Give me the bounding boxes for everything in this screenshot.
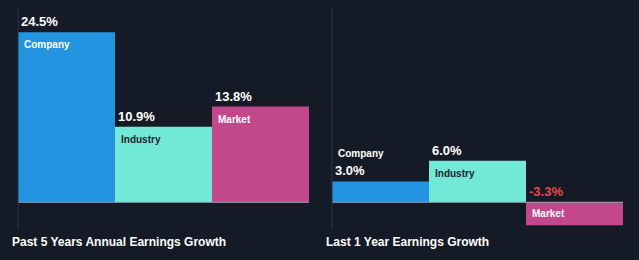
svg-text:Industry: Industry — [435, 168, 475, 179]
svg-text:Market: Market — [532, 208, 565, 219]
svg-text:-3.3%: -3.3% — [529, 184, 563, 199]
html-text:Last 1 Year Earnings Growth: Last 1 Year Earnings Growth — [326, 235, 490, 249]
html-text:Past 5 Years Annual Earnings G: Past 5 Years Annual Earnings Growth — [12, 235, 227, 249]
svg-text:10.9%: 10.9% — [118, 109, 155, 124]
svg-text:3.0%: 3.0% — [335, 163, 365, 178]
svg-text:24.5%: 24.5% — [21, 14, 58, 29]
svg-text:13.8%: 13.8% — [215, 89, 252, 104]
svg-text:Market: Market — [218, 114, 251, 125]
svg-text:Company: Company — [338, 148, 384, 159]
svg-text:Industry: Industry — [121, 134, 161, 145]
svg-text:6.0%: 6.0% — [432, 143, 462, 158]
svg-text:Company: Company — [24, 39, 70, 50]
